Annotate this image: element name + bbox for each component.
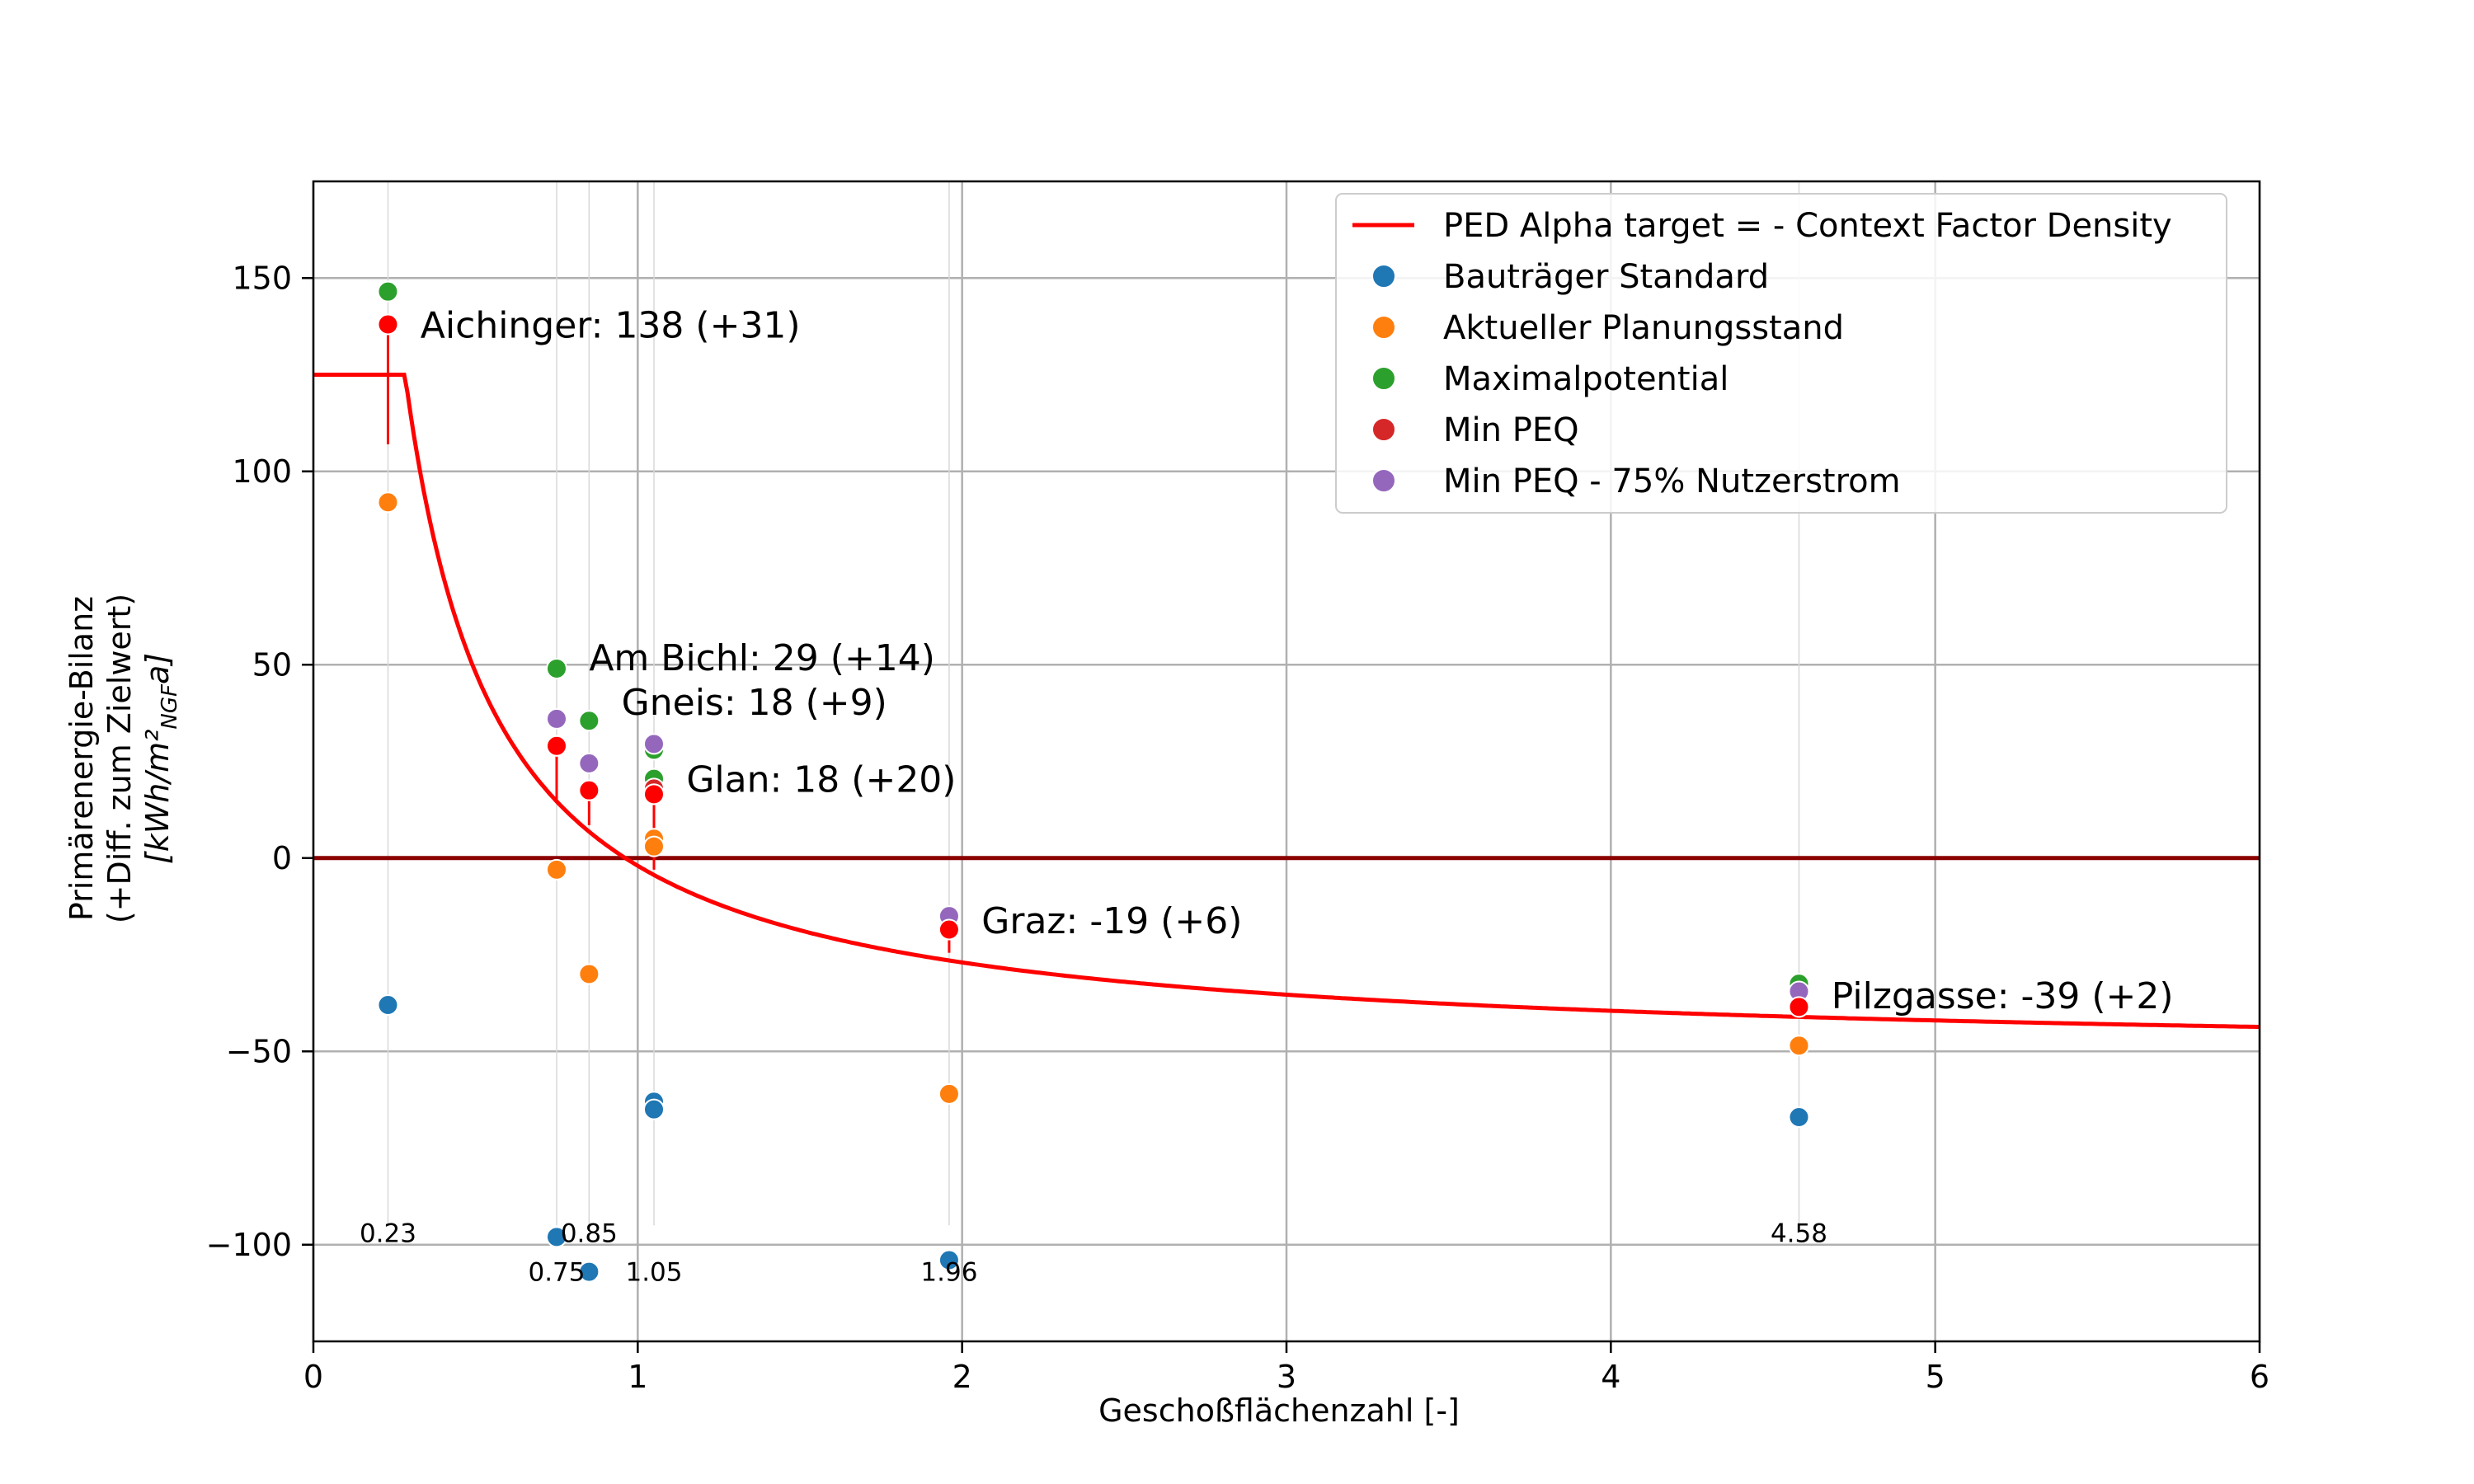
highlight-point — [377, 313, 399, 336]
highlight-point — [578, 779, 600, 801]
annotation: Pilzgasse: -39 (+2) — [1832, 975, 2174, 1017]
legend-label: PED Alpha target = - Context Factor Dens… — [1443, 207, 2172, 245]
highlight-point — [643, 783, 665, 805]
legend-label: Maximalpotential — [1443, 360, 1729, 398]
point-series-1 — [546, 858, 567, 881]
legend-marker — [1371, 417, 1396, 442]
highlight-point — [938, 918, 960, 941]
target-curve — [313, 373, 2260, 1029]
legend-marker — [1371, 264, 1396, 289]
legend-label: Bauträger Standard — [1443, 258, 1769, 296]
annotation: Am Bichl: 29 (+14) — [589, 637, 935, 679]
target-line — [313, 373, 2260, 1029]
point-series-1 — [643, 835, 665, 857]
legend: PED Alpha target = - Context Factor Dens… — [1335, 193, 2227, 514]
x-value-label: 0.85 — [561, 1219, 618, 1249]
y-tick-label: 150 — [232, 260, 292, 296]
point-series-2 — [578, 710, 600, 732]
point-series-0 — [377, 993, 399, 1016]
y-ticks: −100 −50 0 50 100 150 — [206, 260, 313, 1263]
point-series-2 — [377, 280, 399, 303]
y-tick-label: 50 — [252, 646, 292, 683]
x-tick-label: 2 — [952, 1359, 972, 1395]
legend-marker — [1371, 366, 1396, 391]
x-value-label: 4.58 — [1771, 1219, 1827, 1249]
annotation: Aichinger: 138 (+31) — [421, 305, 801, 347]
point-series-1 — [938, 1082, 960, 1105]
x-ticks: 0 1 2 3 4 5 6 — [303, 1341, 2269, 1395]
highlight-point — [546, 735, 567, 757]
x-value-label: 1.05 — [625, 1258, 682, 1288]
point-series-1 — [1788, 1035, 1810, 1057]
legend-label: Min PEQ — [1443, 411, 1579, 449]
point-series-0 — [546, 1226, 567, 1248]
y-tick-label: −50 — [226, 1033, 292, 1069]
x-tick-label: 3 — [1277, 1359, 1296, 1395]
highlight-point — [1788, 996, 1810, 1018]
point-series-0 — [578, 1261, 600, 1283]
x-axis-label: Geschoßflächenzahl [-] — [1098, 1392, 1460, 1429]
y-tick-label: 100 — [232, 453, 292, 490]
legend-label: Min PEQ - 75% Nutzerstrom — [1443, 463, 1901, 500]
x-value-label: 0.75 — [528, 1258, 585, 1288]
annotation: Glan: 18 (+20) — [686, 759, 956, 801]
y-axis-label-line-2: (+Diff. zum Zielwert) — [101, 594, 138, 923]
legend-box — [1335, 193, 2227, 514]
y-axis-label: Primärenergie-Bilanz (+Diff. zum Zielwer… — [63, 594, 182, 923]
x-tick-label: 1 — [628, 1359, 647, 1395]
y-axis-label-line-1: Primärenergie-Bilanz — [63, 596, 100, 921]
x-value-label: 0.23 — [360, 1219, 416, 1249]
y-tick-label: −100 — [206, 1227, 292, 1263]
data-points — [377, 280, 1810, 1283]
legend-marker — [1371, 468, 1396, 493]
annotation: Graz: -19 (+6) — [981, 900, 1242, 942]
point-series-4 — [546, 707, 567, 730]
y-axis-label-unit: [kWh/m²NGFa] — [139, 653, 182, 864]
x-value-label: 1.96 — [920, 1258, 977, 1288]
point-series-1 — [578, 963, 600, 985]
legend-label: Aktueller Planungsstand — [1443, 309, 1844, 347]
x-tick-label: 5 — [1926, 1359, 1945, 1395]
point-series-1 — [377, 491, 399, 514]
point-series-4 — [578, 752, 600, 774]
x-tick-label: 6 — [2250, 1359, 2269, 1395]
point-series-0 — [1788, 1106, 1810, 1128]
annotations: Aichinger: 138 (+31) Am Bichl: 29 (+14)Gn… — [421, 305, 2174, 1018]
point-series-0 — [938, 1249, 960, 1271]
x-tick-label: 0 — [303, 1359, 323, 1395]
point-series-0 — [643, 1098, 665, 1120]
y-tick-label: 0 — [272, 840, 292, 876]
x-value-labels: 0.23 0.75 0.851.05 1.96 4.58 — [360, 1219, 1827, 1288]
point-series-4 — [643, 733, 665, 755]
legend-marker — [1371, 315, 1396, 340]
x-tick-label: 4 — [1601, 1359, 1620, 1395]
point-series-2 — [546, 657, 567, 679]
annotation: Gneis: 18 (+9) — [622, 682, 887, 724]
